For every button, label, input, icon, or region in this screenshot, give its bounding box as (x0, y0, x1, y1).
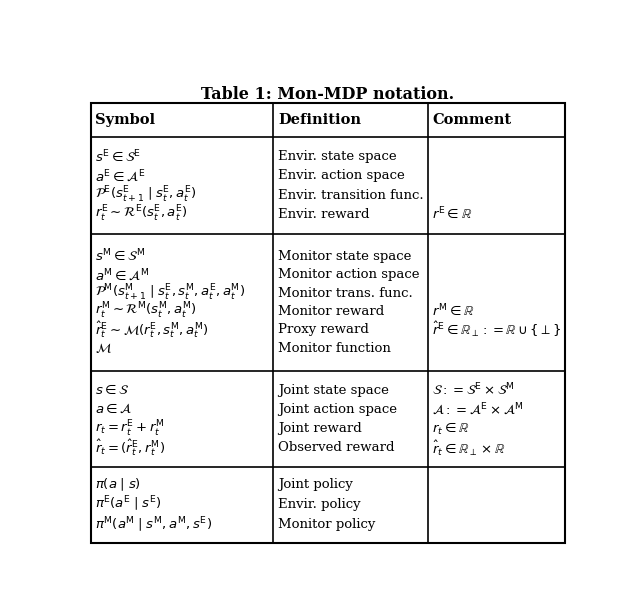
Text: Monitor reward: Monitor reward (278, 305, 384, 318)
Text: $r^\mathrm{E}_t \sim \mathcal{R}^\mathrm{E}(s^\mathrm{E}_t, a^\mathrm{E}_t)$: $r^\mathrm{E}_t \sim \mathcal{R}^\mathrm… (95, 205, 188, 224)
Text: $\hat{r}_t = (\hat{r}^\mathrm{E}_t, r^\mathrm{M}_t)$: $\hat{r}_t = (\hat{r}^\mathrm{E}_t, r^\m… (95, 437, 166, 458)
Text: $\mathcal{P}^\mathrm{M}(s^\mathrm{M}_{t+1} \mid s^\mathrm{E}_t, s^\mathrm{M}_t, : $\mathcal{P}^\mathrm{M}(s^\mathrm{M}_{t+… (95, 283, 246, 303)
Text: $r_t = r^\mathrm{E}_t + r^\mathrm{M}_t$: $r_t = r^\mathrm{E}_t + r^\mathrm{M}_t$ (95, 419, 165, 439)
Text: $\pi^\mathrm{M}(a^\mathrm{M} \mid s^\mathrm{M}, a^\mathrm{M}, s^\mathrm{E})$: $\pi^\mathrm{M}(a^\mathrm{M} \mid s^\mat… (95, 516, 212, 535)
Text: Table 1: Mon-MDP notation.: Table 1: Mon-MDP notation. (202, 86, 454, 103)
Text: $\mathcal{S} := \mathcal{S}^\mathrm{E} \times \mathcal{S}^\mathrm{M}$: $\mathcal{S} := \mathcal{S}^\mathrm{E} \… (432, 382, 515, 399)
Text: $\pi^\mathrm{E}(a^\mathrm{E} \mid s^\mathrm{E})$: $\pi^\mathrm{E}(a^\mathrm{E} \mid s^\mat… (95, 495, 162, 514)
Text: $a^\mathrm{M} \in \mathcal{A}^\mathrm{M}$: $a^\mathrm{M} \in \mathcal{A}^\mathrm{M}… (95, 267, 150, 283)
Text: $\hat{r}_t \in \mathbb{R}_\perp \times \mathbb{R}$: $\hat{r}_t \in \mathbb{R}_\perp \times \… (432, 438, 505, 458)
Text: $\mathcal{P}^\mathrm{E}(s^\mathrm{E}_{t+1} \mid s^\mathrm{E}_t, a^\mathrm{E}_t)$: $\mathcal{P}^\mathrm{E}(s^\mathrm{E}_{t+… (95, 185, 197, 205)
Text: $s \in \mathcal{S}$: $s \in \mathcal{S}$ (95, 383, 130, 397)
Text: $r^\mathrm{E} \in \mathbb{R}$: $r^\mathrm{E} \in \mathbb{R}$ (432, 206, 472, 222)
Text: Monitor state space: Monitor state space (278, 250, 412, 263)
Text: Monitor trans. func.: Monitor trans. func. (278, 286, 413, 299)
Text: $r_t \in \mathbb{R}$: $r_t \in \mathbb{R}$ (432, 421, 469, 437)
Text: Comment: Comment (432, 113, 511, 128)
Text: Proxy reward: Proxy reward (278, 323, 369, 336)
Text: $\hat{r}^\mathrm{E} \in \mathbb{R}_\perp := \mathbb{R} \cup \{\perp\}$: $\hat{r}^\mathrm{E} \in \mathbb{R}_\perp… (432, 320, 561, 339)
Text: Monitor action space: Monitor action space (278, 269, 419, 282)
Text: Joint action space: Joint action space (278, 403, 397, 416)
Text: Joint reward: Joint reward (278, 422, 362, 435)
Text: $s^\mathrm{M} \in \mathcal{S}^\mathrm{M}$: $s^\mathrm{M} \in \mathcal{S}^\mathrm{M}… (95, 248, 145, 265)
Text: Envir. state space: Envir. state space (278, 150, 397, 163)
Text: $r^\mathrm{M} \in \mathbb{R}$: $r^\mathrm{M} \in \mathbb{R}$ (432, 303, 474, 320)
Text: $r^\mathrm{M}_t \sim \mathcal{R}^\mathrm{M}(s^\mathrm{M}_t, a^\mathrm{M}_t)$: $r^\mathrm{M}_t \sim \mathcal{R}^\mathrm… (95, 301, 196, 322)
Text: $\pi(a \mid s)$: $\pi(a \mid s)$ (95, 476, 141, 493)
Text: Monitor policy: Monitor policy (278, 519, 375, 532)
Text: Monitor function: Monitor function (278, 342, 391, 355)
Text: $a^\mathrm{E} \in \mathcal{A}^\mathrm{E}$: $a^\mathrm{E} \in \mathcal{A}^\mathrm{E}… (95, 168, 145, 184)
Text: $\mathcal{M}$: $\mathcal{M}$ (95, 341, 112, 355)
Text: Definition: Definition (278, 113, 361, 128)
Text: Envir. policy: Envir. policy (278, 498, 360, 511)
Text: $\hat{r}^\mathrm{E}_t \sim \mathcal{M}(r^\mathrm{E}_t, s^\mathrm{M}_t, a^\mathrm: $\hat{r}^\mathrm{E}_t \sim \mathcal{M}(r… (95, 320, 209, 340)
Text: $\mathcal{A} := \mathcal{A}^\mathrm{E} \times \mathcal{A}^\mathrm{M}$: $\mathcal{A} := \mathcal{A}^\mathrm{E} \… (432, 402, 524, 418)
Text: Envir. action space: Envir. action space (278, 169, 404, 182)
Text: Envir. reward: Envir. reward (278, 208, 369, 221)
Text: $a \in \mathcal{A}$: $a \in \mathcal{A}$ (95, 403, 133, 416)
Text: Envir. transition func.: Envir. transition func. (278, 188, 424, 201)
Text: Observed reward: Observed reward (278, 442, 394, 455)
Text: Symbol: Symbol (95, 113, 156, 128)
Text: Joint policy: Joint policy (278, 478, 353, 491)
Text: $s^\mathrm{E} \in \mathcal{S}^\mathrm{E}$: $s^\mathrm{E} \in \mathcal{S}^\mathrm{E}… (95, 148, 141, 165)
Text: Joint state space: Joint state space (278, 384, 389, 397)
